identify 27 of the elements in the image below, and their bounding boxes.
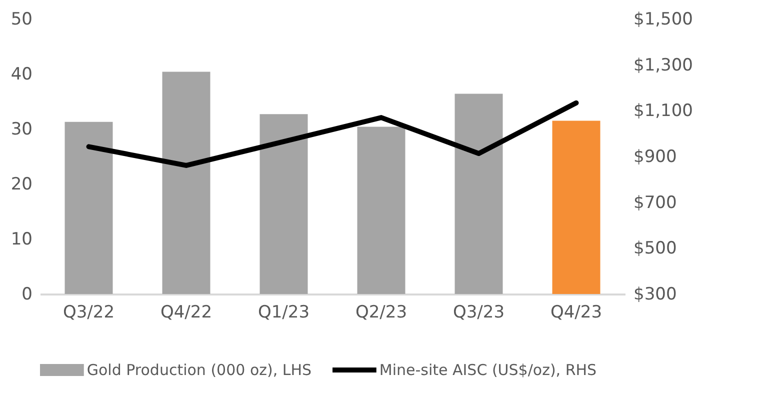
bar [454,94,503,294]
y2-tick-label: $700 [634,192,677,213]
legend-label: Mine-site AISC (US$/oz), RHS [379,361,597,379]
y2-tick-label: $1,100 [634,101,693,122]
bar [260,114,308,294]
x-tick-label: Q3/23 [452,302,505,322]
x-tick-label: Q2/23 [355,302,408,322]
bar [357,126,406,294]
y2-tick-label: $1,500 [634,10,693,30]
y-tick-label: 20 [10,174,32,194]
y-tick-label: 0 [22,284,32,304]
y-tick-label: 40 [10,64,32,84]
bar [64,122,113,294]
y2-tick-label: $900 [634,147,677,167]
legend-label: Gold Production (000 oz), LHS [86,361,312,379]
x-tick-label: Q1/23 [258,302,310,322]
y2-tick-label: $1,300 [634,55,693,76]
y-tick-label: 10 [10,230,32,250]
x-tick-label: Q4/22 [160,302,212,322]
bar [162,72,210,294]
y2-tick-label: $300 [634,284,677,304]
x-tick-label: Q3/22 [62,302,115,322]
bar [552,120,600,294]
y2-tick-label: $500 [634,238,677,259]
y-tick-label: 50 [10,10,32,30]
y-tick-label: 30 [10,120,32,140]
x-tick-label: Q4/23 [550,302,602,322]
